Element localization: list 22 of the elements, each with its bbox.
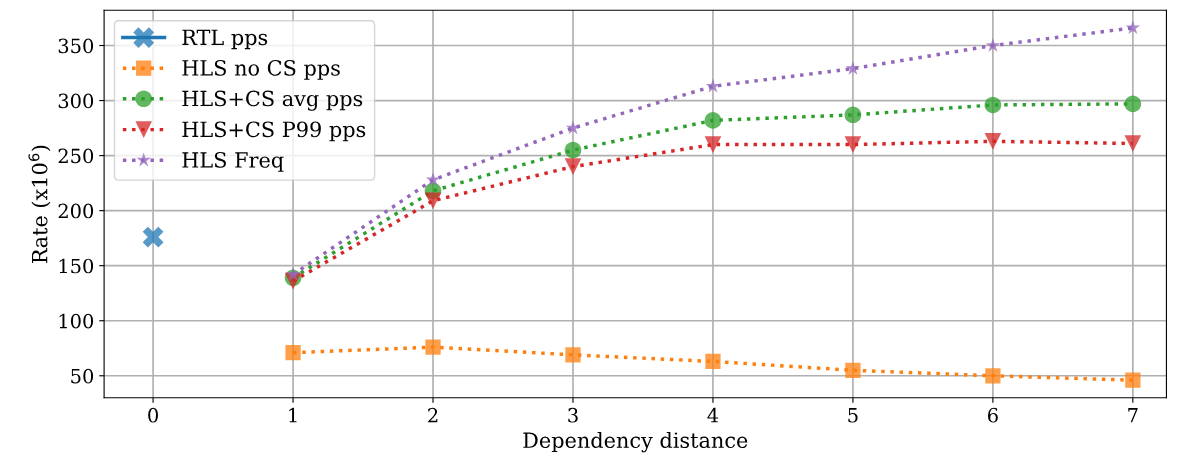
legend-label: HLS+CS P99 pps [182, 121, 366, 142]
x-tick-label: 3 [568, 407, 578, 423]
x-tick-label: 1 [289, 407, 297, 423]
legend-label: RTL pps [182, 29, 268, 50]
legend-label: HLS no CS pps [182, 59, 340, 80]
y-tick-label: 250 [58, 148, 94, 164]
y-tick-label: 100 [59, 313, 94, 329]
y-tick-label: 350 [58, 38, 94, 54]
legend-label: HLS+CS avg pps [182, 90, 363, 111]
x-tick-label: 2 [428, 407, 438, 423]
y-tick-label: 50 [71, 368, 94, 384]
x-tick-label: 5 [848, 408, 858, 423]
legend-label: HLS Freq [182, 152, 284, 172]
x-axis-title: Dependency distance [523, 431, 748, 453]
x-tick-label: 6 [988, 407, 998, 423]
y-axis-title: Rate (x10$^{6}$) [28, 145, 51, 263]
x-tick-label: 0 [148, 407, 158, 423]
y-tick-label: 200 [58, 203, 94, 219]
x-tick-label: 7 [1128, 408, 1138, 423]
y-tick-label: 300 [58, 93, 94, 109]
x-tick-label: 4 [707, 407, 719, 423]
y-tick-label: 150 [59, 258, 94, 274]
